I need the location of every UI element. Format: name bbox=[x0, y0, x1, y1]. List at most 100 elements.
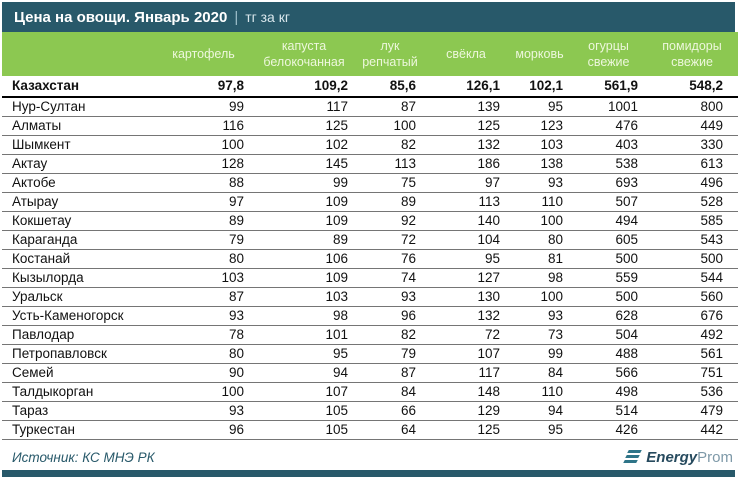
value-cell: 559 bbox=[571, 268, 646, 288]
value-cell: 102,1 bbox=[508, 76, 571, 98]
column-header-region-empty bbox=[2, 32, 155, 76]
value-cell: 100 bbox=[155, 135, 252, 155]
value-cell: 85,6 bbox=[356, 76, 424, 98]
logo-text-bold: Energy bbox=[646, 448, 698, 466]
region-cell: Усть-Каменогорск bbox=[2, 306, 155, 326]
table-row: Кокшетау 89 109 92 140 100 494 585 bbox=[2, 211, 738, 231]
value-cell: 106 bbox=[252, 249, 356, 269]
value-cell: 95 bbox=[508, 97, 571, 117]
price-table: картофель капуста белокочанная лук репчатый с… bbox=[2, 32, 738, 440]
value-cell: 139 bbox=[424, 97, 508, 117]
value-cell: 66 bbox=[356, 401, 424, 421]
value-cell: 138 bbox=[508, 154, 571, 174]
value-cell: 476 bbox=[571, 116, 646, 136]
value-cell: 442 bbox=[646, 420, 738, 440]
value-cell: 97 bbox=[155, 192, 252, 212]
value-cell: 109 bbox=[252, 268, 356, 288]
value-cell: 128 bbox=[155, 154, 252, 174]
value-cell: 95 bbox=[424, 249, 508, 269]
region-cell: Павлодар bbox=[2, 325, 155, 345]
value-cell: 72 bbox=[356, 230, 424, 250]
value-cell: 538 bbox=[571, 154, 646, 174]
value-cell: 1001 bbox=[571, 97, 646, 117]
table-row: Караганда 79 89 72 104 80 605 543 bbox=[2, 230, 738, 250]
region-cell: Тараз bbox=[2, 401, 155, 421]
value-cell: 548,2 bbox=[646, 76, 738, 98]
region-cell: Алматы bbox=[2, 116, 155, 136]
value-cell: 676 bbox=[646, 306, 738, 326]
value-cell: 116 bbox=[155, 116, 252, 136]
region-cell: Караганда bbox=[2, 230, 155, 250]
title-separator: | bbox=[234, 8, 239, 26]
value-cell: 103 bbox=[508, 135, 571, 155]
column-header-2: капуста белокочанная bbox=[252, 32, 356, 76]
table-row: Павлодар 78 101 82 72 73 504 492 bbox=[2, 325, 738, 345]
table-row: Тараз 93 105 66 129 94 514 479 bbox=[2, 401, 738, 421]
value-cell: 148 bbox=[424, 382, 508, 402]
value-cell: 105 bbox=[252, 401, 356, 421]
value-cell: 130 bbox=[424, 287, 508, 307]
value-cell: 125 bbox=[424, 420, 508, 440]
value-cell: 127 bbox=[424, 268, 508, 288]
title-bar: Цена на овощи. Январь 2020 | тг за кг bbox=[2, 2, 735, 32]
value-cell: 117 bbox=[424, 363, 508, 383]
table-row: Актобе 88 99 75 97 93 693 496 bbox=[2, 173, 738, 193]
region-cell: Кокшетау bbox=[2, 211, 155, 231]
energyprom-stripes-icon bbox=[623, 449, 643, 465]
value-cell: 585 bbox=[646, 211, 738, 231]
value-cell: 500 bbox=[571, 287, 646, 307]
value-cell: 504 bbox=[571, 325, 646, 345]
value-cell: 613 bbox=[646, 154, 738, 174]
region-cell: Казахстан bbox=[2, 76, 155, 98]
column-header-1: картофель bbox=[155, 32, 252, 76]
value-cell: 566 bbox=[571, 363, 646, 383]
value-cell: 84 bbox=[356, 382, 424, 402]
region-cell: Уральск bbox=[2, 287, 155, 307]
value-cell: 403 bbox=[571, 135, 646, 155]
source-note: Источник: КС МНЭ РК bbox=[12, 450, 155, 465]
table-row: Семей 90 94 87 117 84 566 751 bbox=[2, 363, 738, 383]
table-body: Казахстан 97,8 109,2 85,6 126,1 102,1 561,9 548… bbox=[2, 76, 738, 440]
value-cell: 140 bbox=[424, 211, 508, 231]
value-cell: 107 bbox=[424, 344, 508, 364]
bottom-accent-bar bbox=[2, 470, 735, 477]
value-cell: 96 bbox=[356, 306, 424, 326]
value-cell: 93 bbox=[356, 287, 424, 307]
value-cell: 88 bbox=[155, 173, 252, 193]
value-cell: 100 bbox=[356, 116, 424, 136]
column-header-4: свёкла bbox=[424, 32, 508, 76]
value-cell: 129 bbox=[424, 401, 508, 421]
value-cell: 95 bbox=[252, 344, 356, 364]
value-cell: 82 bbox=[356, 325, 424, 345]
value-cell: 98 bbox=[252, 306, 356, 326]
value-cell: 87 bbox=[155, 287, 252, 307]
value-cell: 109 bbox=[252, 211, 356, 231]
value-cell: 94 bbox=[252, 363, 356, 383]
value-cell: 498 bbox=[571, 382, 646, 402]
value-cell: 105 bbox=[252, 420, 356, 440]
value-cell: 117 bbox=[252, 97, 356, 117]
value-cell: 110 bbox=[508, 192, 571, 212]
value-cell: 99 bbox=[508, 344, 571, 364]
value-cell: 80 bbox=[155, 249, 252, 269]
value-cell: 500 bbox=[646, 249, 738, 269]
value-cell: 87 bbox=[356, 97, 424, 117]
value-cell: 89 bbox=[155, 211, 252, 231]
value-cell: 488 bbox=[571, 344, 646, 364]
value-cell: 93 bbox=[508, 173, 571, 193]
value-cell: 87 bbox=[356, 363, 424, 383]
table-row: Костанай 80 106 76 95 81 500 500 bbox=[2, 249, 738, 269]
value-cell: 125 bbox=[252, 116, 356, 136]
value-cell: 628 bbox=[571, 306, 646, 326]
table-row: Талдыкорган 100 107 84 148 110 498 536 bbox=[2, 382, 738, 402]
value-cell: 101 bbox=[252, 325, 356, 345]
table-row: Петропавловск 80 95 79 107 99 488 561 bbox=[2, 344, 738, 364]
value-cell: 449 bbox=[646, 116, 738, 136]
energyprom-logo: Energy Prom bbox=[623, 447, 733, 467]
value-cell: 126,1 bbox=[424, 76, 508, 98]
value-cell: 75 bbox=[356, 173, 424, 193]
value-cell: 99 bbox=[252, 173, 356, 193]
value-cell: 800 bbox=[646, 97, 738, 117]
value-cell: 110 bbox=[508, 382, 571, 402]
region-cell: Кызылорда bbox=[2, 268, 155, 288]
